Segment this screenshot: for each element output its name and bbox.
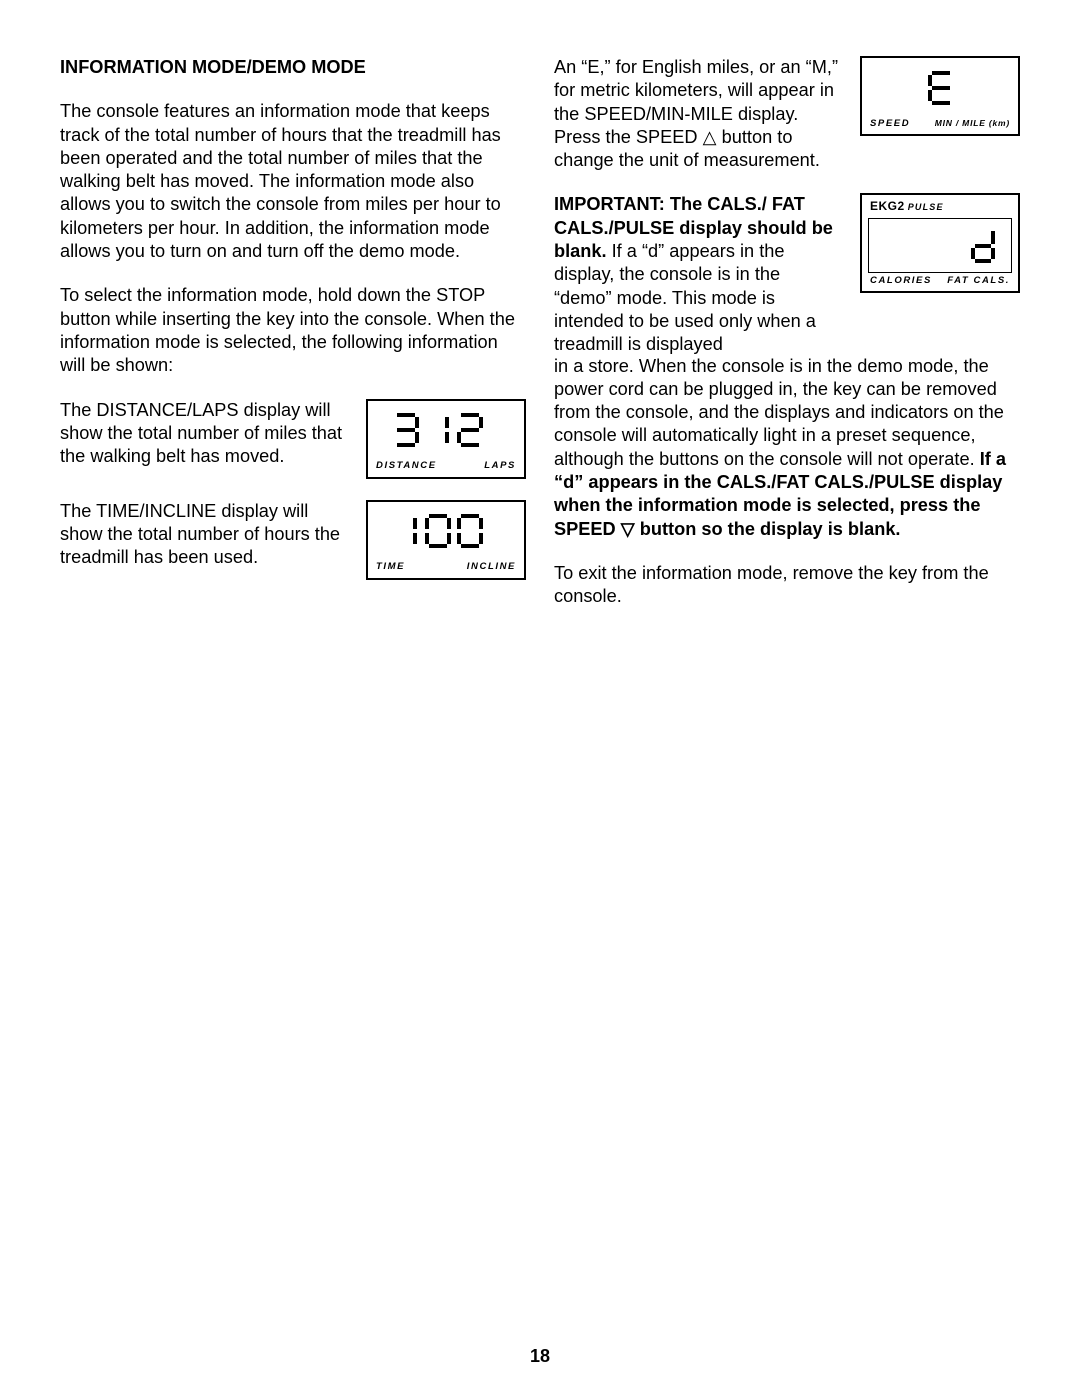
display-screen	[368, 502, 524, 562]
paragraph-continued: in a store. When the console is in the d…	[554, 355, 1020, 541]
seven-segment-d-icon	[967, 226, 1001, 266]
ekg2-label: EKG2PULSE	[870, 199, 944, 214]
display-label-right: INCLINE	[467, 561, 516, 573]
left-column: INFORMATION MODE/DEMO MODE The console f…	[60, 56, 526, 609]
display-label-left: SPEED	[870, 118, 910, 130]
display-labels: CALORIES FAT CALS.	[862, 275, 1018, 291]
display-label-right: MIN / MILE (km)	[935, 118, 1010, 130]
manual-page: INFORMATION MODE/DEMO MODE The console f…	[0, 0, 1080, 1397]
text-segment: button so the display is blank.	[635, 519, 901, 539]
section-heading: INFORMATION MODE/DEMO MODE	[60, 56, 526, 79]
ekg2-text: EKG2	[870, 199, 905, 213]
distance-text: The DISTANCE/LAPS display will show the …	[60, 399, 348, 469]
display-screen	[368, 401, 524, 461]
display-labels: SPEED MIN / MILE (km)	[862, 118, 1018, 134]
time-incline-display: TIME INCLINE	[366, 500, 526, 580]
display-label-right: LAPS	[484, 460, 516, 472]
paragraph-start: IMPORTANT: The CALS./ FAT CALS./PULSE di…	[554, 193, 842, 356]
paragraph: The console features an information mode…	[60, 100, 526, 263]
triangle-down-icon: ▽	[621, 518, 635, 541]
seven-segment-e-icon	[920, 68, 960, 108]
seven-segment-100-icon	[391, 511, 501, 551]
paragraph: An “E,” for English miles, or an “M,” fo…	[554, 56, 842, 172]
text-segment: in a store. When the console is in the d…	[554, 356, 1004, 469]
display-label-left: CALORIES	[870, 275, 932, 287]
display-screen	[862, 58, 1018, 118]
two-column-layout: INFORMATION MODE/DEMO MODE The console f…	[60, 56, 1020, 609]
paragraph: To select the information mode, hold dow…	[60, 284, 526, 377]
seven-segment-312-icon	[391, 410, 501, 450]
time-text: The TIME/INCLINE display will show the t…	[60, 500, 348, 570]
pulse-label: PULSE	[908, 202, 944, 212]
text-segment: An “E,” for English miles, or an “M,” fo…	[554, 57, 838, 147]
cals-row-top: IMPORTANT: The CALS./ FAT CALS./PULSE di…	[554, 193, 1020, 356]
triangle-up-icon: △	[703, 126, 717, 149]
paragraph: To exit the information mode, remove the…	[554, 562, 1020, 609]
display-labels: DISTANCE LAPS	[368, 460, 524, 476]
cals-pulse-display: EKG2PULSE	[860, 193, 1020, 293]
display-labels: TIME INCLINE	[368, 561, 524, 577]
right-column: An “E,” for English miles, or an “M,” fo…	[554, 56, 1020, 609]
speed-minmile-display: SPEED MIN / MILE (km)	[860, 56, 1020, 136]
display-top-labels: EKG2PULSE	[862, 195, 1018, 214]
display-label-left: DISTANCE	[376, 460, 437, 472]
distance-laps-display: DISTANCE LAPS	[366, 399, 526, 479]
display-inner-screen	[868, 218, 1012, 273]
time-row: The TIME/INCLINE display will show the t…	[60, 500, 526, 580]
distance-row: The DISTANCE/LAPS display will show the …	[60, 399, 526, 479]
speed-row: An “E,” for English miles, or an “M,” fo…	[554, 56, 1020, 172]
display-label-right: FAT CALS.	[947, 275, 1010, 287]
page-number: 18	[0, 1346, 1080, 1367]
display-label-left: TIME	[376, 561, 405, 573]
